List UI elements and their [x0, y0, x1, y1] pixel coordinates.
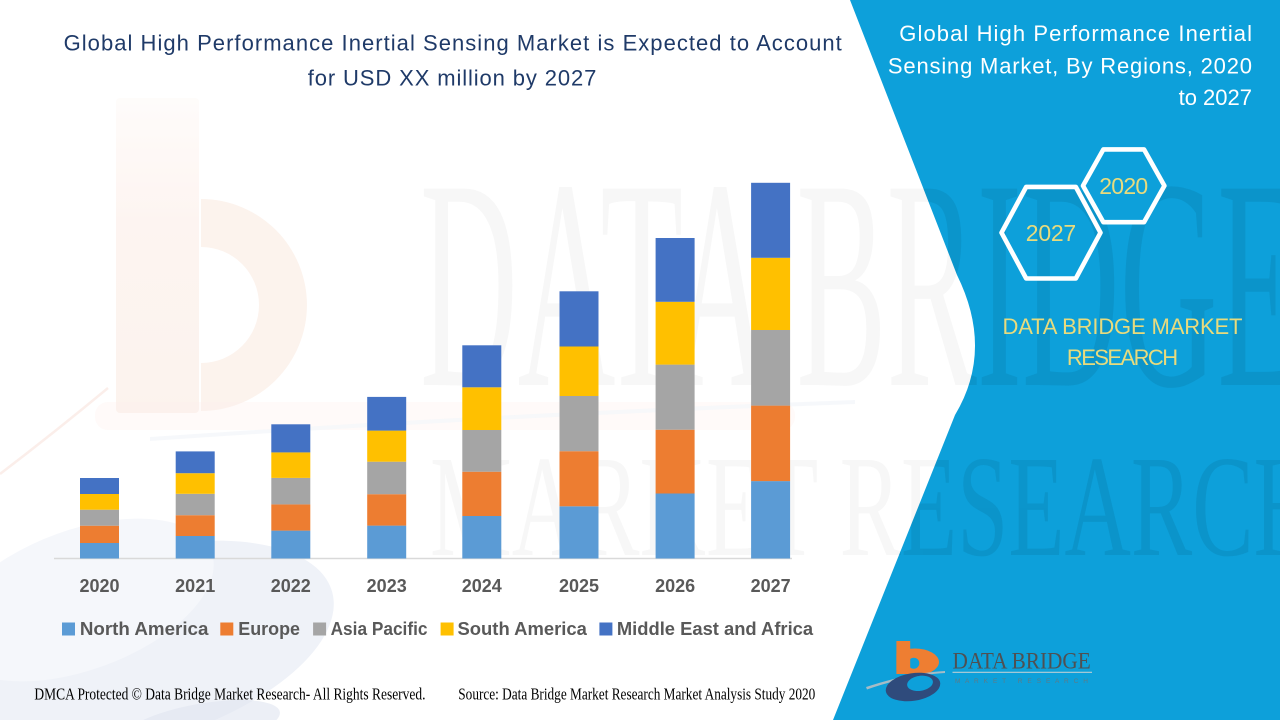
svg-text:South America: South America: [458, 619, 588, 639]
svg-text:2022: 2022: [271, 576, 311, 596]
svg-text:DATA BRIDGE MARKET: DATA BRIDGE MARKET: [1003, 314, 1243, 339]
svg-text:RESEARCH: RESEARCH: [1067, 345, 1178, 370]
svg-text:2027: 2027: [751, 576, 791, 596]
svg-text:North America: North America: [80, 619, 210, 639]
svg-text:Sensing Market, By Regions, 20: Sensing Market, By Regions, 2020: [888, 53, 1252, 78]
svg-text:2027: 2027: [1026, 220, 1076, 246]
svg-text:2026: 2026: [655, 576, 695, 596]
svg-text:2023: 2023: [367, 576, 407, 596]
svg-text:2025: 2025: [559, 576, 599, 596]
svg-text:Global High Performance Inerti: Global High Performance Inertial Sensing…: [64, 30, 842, 55]
svg-text:2024: 2024: [462, 576, 502, 596]
svg-text:Asia Pacific: Asia Pacific: [331, 619, 428, 639]
svg-text:for USD XX million by 2027: for USD XX million by 2027: [308, 65, 597, 90]
svg-text:Global High Performance Inerti: Global High Performance Inertial: [899, 21, 1252, 46]
svg-text:Europe: Europe: [238, 619, 300, 639]
svg-text:DATA BRIDGE: DATA BRIDGE: [953, 649, 1091, 675]
svg-text:DMCA Protected © Data Bridge M: DMCA Protected © Data Bridge Market Rese…: [34, 685, 425, 704]
svg-text:Source: Data Bridge Market Res: Source: Data Bridge Market Research Mark…: [458, 685, 815, 704]
svg-text:2021: 2021: [175, 576, 215, 596]
svg-text:2020: 2020: [79, 576, 119, 596]
svg-text:2020: 2020: [1099, 173, 1148, 199]
svg-text:Middle East and Africa: Middle East and Africa: [617, 619, 814, 639]
svg-text:to 2027: to 2027: [1179, 85, 1252, 110]
svg-text:M A R K E T R E S E A R C H: M A R K E T R E S E A R C H: [955, 678, 1088, 685]
